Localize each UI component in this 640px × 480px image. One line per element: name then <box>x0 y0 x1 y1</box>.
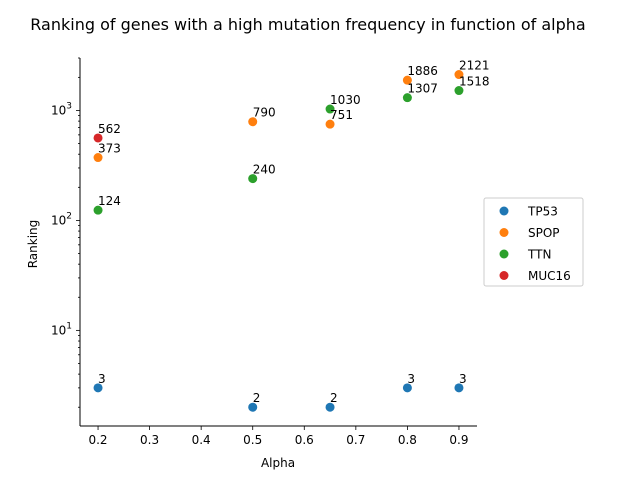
spop-point <box>325 119 335 129</box>
muc16-legend-label: MUC16 <box>528 269 571 283</box>
spop-legend-label: SPOP <box>528 226 560 240</box>
x-tick-label: 0.4 <box>192 433 211 447</box>
ttn-point <box>402 93 412 103</box>
tp53-legend-label: TP53 <box>527 205 558 219</box>
x-tick-label: 0.9 <box>449 433 468 447</box>
x-tick-label: 0.5 <box>243 433 262 447</box>
y-axis-ticks: 101 102 103 <box>51 57 80 408</box>
ttn-point <box>325 104 335 114</box>
spop-point-label: 2121 <box>459 59 490 73</box>
spop-point <box>93 153 103 163</box>
y-tick-label: 103 <box>51 101 72 117</box>
tp53-point <box>454 383 464 393</box>
muc16-point-label: 562 <box>98 122 121 136</box>
tp53-point <box>93 383 103 393</box>
spop-point-label: 790 <box>253 106 276 120</box>
muc16-point <box>93 133 103 143</box>
spop-point-label: 373 <box>98 142 121 156</box>
ttn-point-label: 1518 <box>459 75 490 89</box>
x-tick-label: 0.8 <box>398 433 417 447</box>
ttn-legend-marker <box>499 249 509 259</box>
tp53-point-label: 2 <box>253 391 261 405</box>
ttn-point-label: 1307 <box>407 82 438 96</box>
x-axis-label: Alpha <box>261 456 295 470</box>
tp53-legend-marker <box>499 206 509 216</box>
ttn-point <box>248 174 258 184</box>
spop-point <box>248 117 258 127</box>
x-tick-label: 0.7 <box>346 433 365 447</box>
y-axis-label: Ranking <box>26 220 40 269</box>
tp53-point-label: 3 <box>98 372 106 386</box>
spop-point <box>454 70 464 80</box>
tp53-point <box>248 402 258 412</box>
x-tick-label: 0.6 <box>295 433 314 447</box>
tp53-point-label: 2 <box>330 391 338 405</box>
ttn-point <box>93 205 103 215</box>
ttn-point-label: 1030 <box>330 93 361 107</box>
x-tick-label: 0.3 <box>140 433 159 447</box>
data-points <box>93 70 464 412</box>
muc16-legend-marker <box>499 271 509 280</box>
legend-frame <box>483 197 584 287</box>
x-axis-ticks: 0.2 0.3 0.4 0.5 0.6 0.7 0.8 0.9 <box>88 426 469 447</box>
spop-point <box>402 75 412 85</box>
tp53-point <box>402 383 412 393</box>
spop-point-label: 751 <box>330 108 353 122</box>
data-labels: 3 2 2 3 3 373 790 751 1886 2121 124 240 1030 1307 1518… <box>98 59 489 406</box>
tp53-point-label: 3 <box>407 372 415 386</box>
tp53-point-label: 3 <box>459 372 467 386</box>
x-tick-label: 0.2 <box>88 433 107 447</box>
spop-legend-marker <box>499 228 509 237</box>
y-tick-label: 101 <box>51 321 72 337</box>
ttn-point-label: 240 <box>253 163 276 177</box>
chart-title: Ranking of genes with a high mutation fr… <box>30 15 585 34</box>
spop-point-label: 1886 <box>407 64 438 78</box>
y-tick-label: 102 <box>51 211 72 227</box>
legend: TP53 SPOP TTN MUC16 <box>483 197 584 287</box>
ttn-point-label: 124 <box>98 194 121 208</box>
ttn-legend-label: TTN <box>527 248 551 262</box>
tp53-point <box>325 402 335 412</box>
ttn-point <box>454 86 464 96</box>
